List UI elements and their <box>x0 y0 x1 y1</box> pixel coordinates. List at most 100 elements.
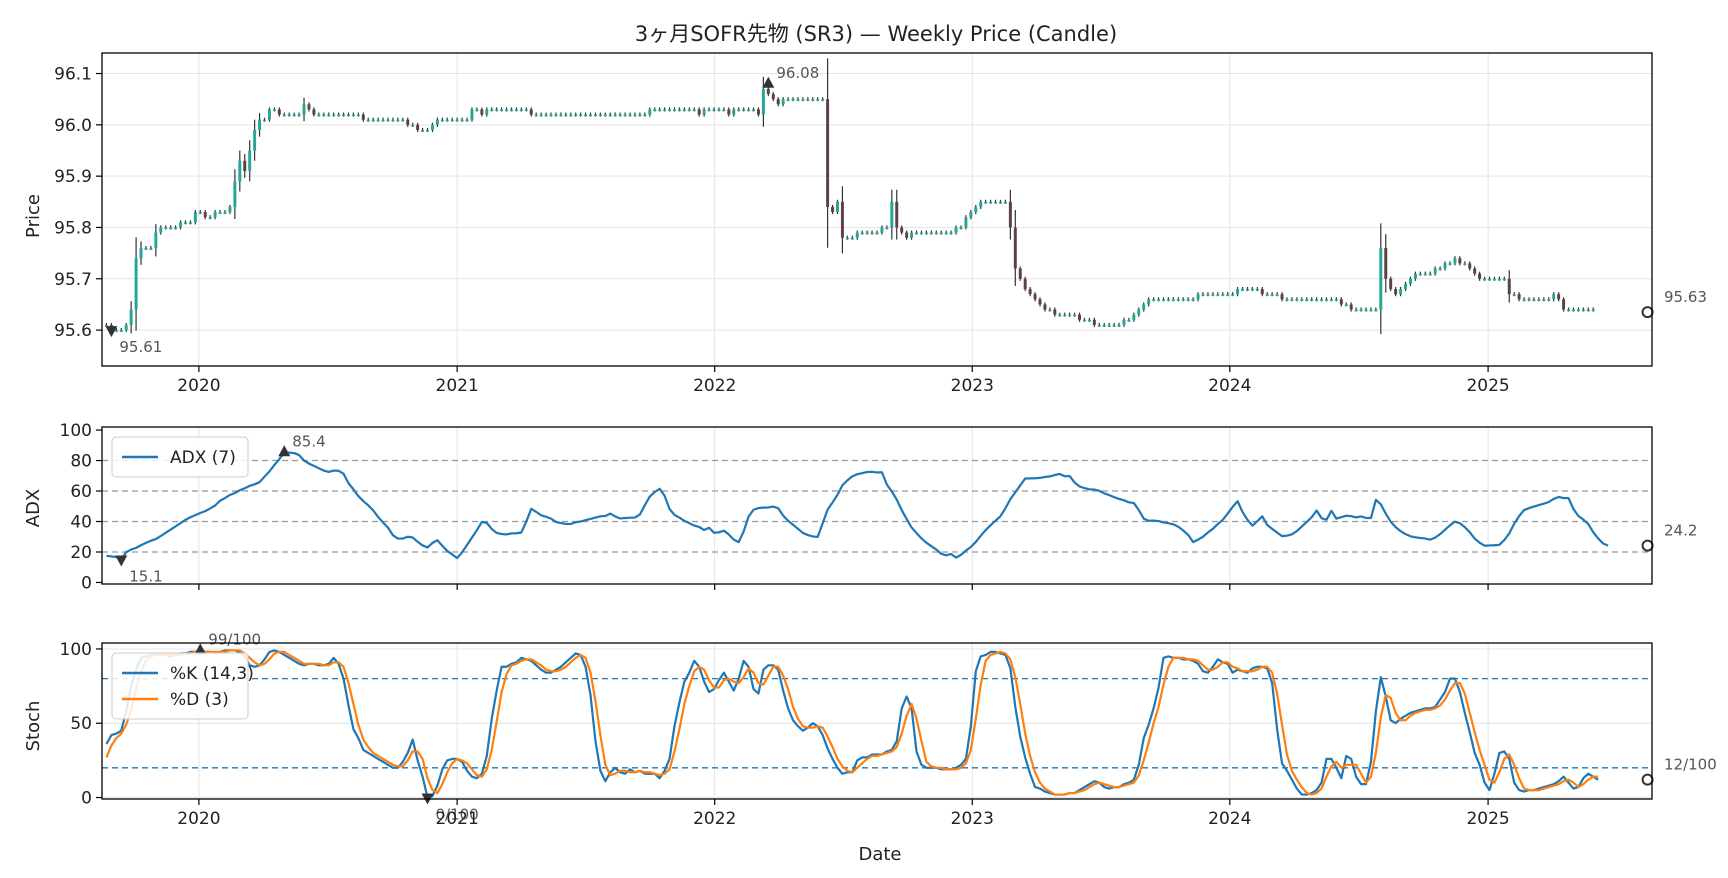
candle-body <box>539 114 543 117</box>
candle <box>1453 256 1457 266</box>
candle <box>1152 297 1156 302</box>
candle <box>1344 302 1348 307</box>
candle <box>924 230 928 235</box>
stoch-y-ticks: 0 50 100 <box>60 640 102 809</box>
candle-body <box>589 114 592 117</box>
candle-body <box>470 109 474 120</box>
candle <box>707 107 711 112</box>
candle <box>549 112 553 117</box>
candle-body <box>712 109 716 112</box>
candle <box>1176 297 1180 302</box>
candle-body <box>816 99 820 101</box>
candle <box>1320 297 1324 302</box>
price-grid <box>102 53 1652 366</box>
candle-body <box>1394 289 1398 295</box>
candle-body <box>964 217 968 228</box>
candle <box>761 76 765 127</box>
candle-body <box>149 247 153 250</box>
candle <box>361 112 365 122</box>
candle-body <box>1250 289 1254 291</box>
candle-body <box>944 232 948 235</box>
candle <box>1571 307 1575 312</box>
candle-body <box>1063 314 1067 317</box>
candle-body <box>480 109 484 115</box>
candle <box>964 215 968 230</box>
candle <box>890 189 894 240</box>
candle <box>826 58 830 248</box>
candle-body <box>1033 294 1037 300</box>
candle-body <box>1166 299 1170 301</box>
candle <box>1364 307 1368 312</box>
candle-body <box>924 232 928 235</box>
max-marker <box>278 445 291 457</box>
y-tick-label: 95.6 <box>54 321 92 341</box>
annotation-label: 12/100 <box>1664 756 1717 774</box>
candle-body <box>1591 309 1595 312</box>
candle <box>297 112 301 117</box>
candle-body <box>702 109 706 115</box>
candle-body <box>391 119 395 122</box>
candle-body <box>1226 294 1230 296</box>
candle-body <box>277 109 281 115</box>
candle <box>1250 286 1254 292</box>
candle <box>1078 312 1081 322</box>
candle-body <box>475 109 479 112</box>
candle-body <box>1206 294 1210 296</box>
candle-body <box>1087 319 1091 322</box>
candle <box>213 210 217 220</box>
candle <box>781 97 785 107</box>
candle <box>435 117 439 127</box>
candle-body <box>682 109 686 112</box>
candle <box>900 225 904 235</box>
candle <box>1522 297 1526 302</box>
candle <box>529 107 533 117</box>
candle <box>1107 322 1111 328</box>
candle <box>752 107 755 112</box>
candle-body <box>989 201 993 204</box>
y-tick-label: 60 <box>70 482 92 502</box>
adx-line <box>106 451 1609 561</box>
candle <box>1542 297 1546 302</box>
candle-body <box>638 114 642 117</box>
candle-body <box>1280 294 1284 300</box>
candle-body <box>895 201 899 228</box>
candle-body <box>1186 299 1190 301</box>
candle <box>218 210 222 215</box>
candle-body <box>1211 294 1215 296</box>
candle-body <box>1571 309 1575 312</box>
candle <box>1404 281 1408 292</box>
candle-body <box>910 232 914 238</box>
candle-body <box>994 201 998 204</box>
candle-body <box>1404 283 1408 290</box>
candle-body <box>267 109 271 120</box>
candle <box>811 97 815 102</box>
candle-body <box>1418 273 1422 276</box>
candle-body <box>687 109 691 112</box>
candle <box>673 107 676 112</box>
candle-body <box>1058 314 1062 317</box>
candle <box>1315 297 1319 302</box>
candle <box>1260 286 1264 297</box>
candle-body <box>1468 263 1472 269</box>
candle <box>1305 297 1309 302</box>
min-marker <box>105 326 118 338</box>
adx-legend: ADX (7) <box>111 436 249 478</box>
candle <box>1097 322 1101 328</box>
candle <box>144 245 148 251</box>
candle <box>208 215 212 220</box>
candle <box>1196 292 1200 302</box>
candle-body <box>356 114 360 117</box>
candle <box>332 112 336 117</box>
candle-body <box>1384 247 1388 279</box>
candle <box>203 210 207 220</box>
x-tick-label: 2022 <box>693 809 736 829</box>
candle <box>742 107 746 112</box>
candle <box>1191 297 1195 302</box>
candle <box>579 112 583 117</box>
candle-body <box>831 206 835 213</box>
candle-body <box>1542 299 1546 301</box>
candle <box>885 225 889 230</box>
candle-body <box>544 114 548 117</box>
candle-body <box>1473 268 1477 274</box>
candle <box>717 107 721 112</box>
